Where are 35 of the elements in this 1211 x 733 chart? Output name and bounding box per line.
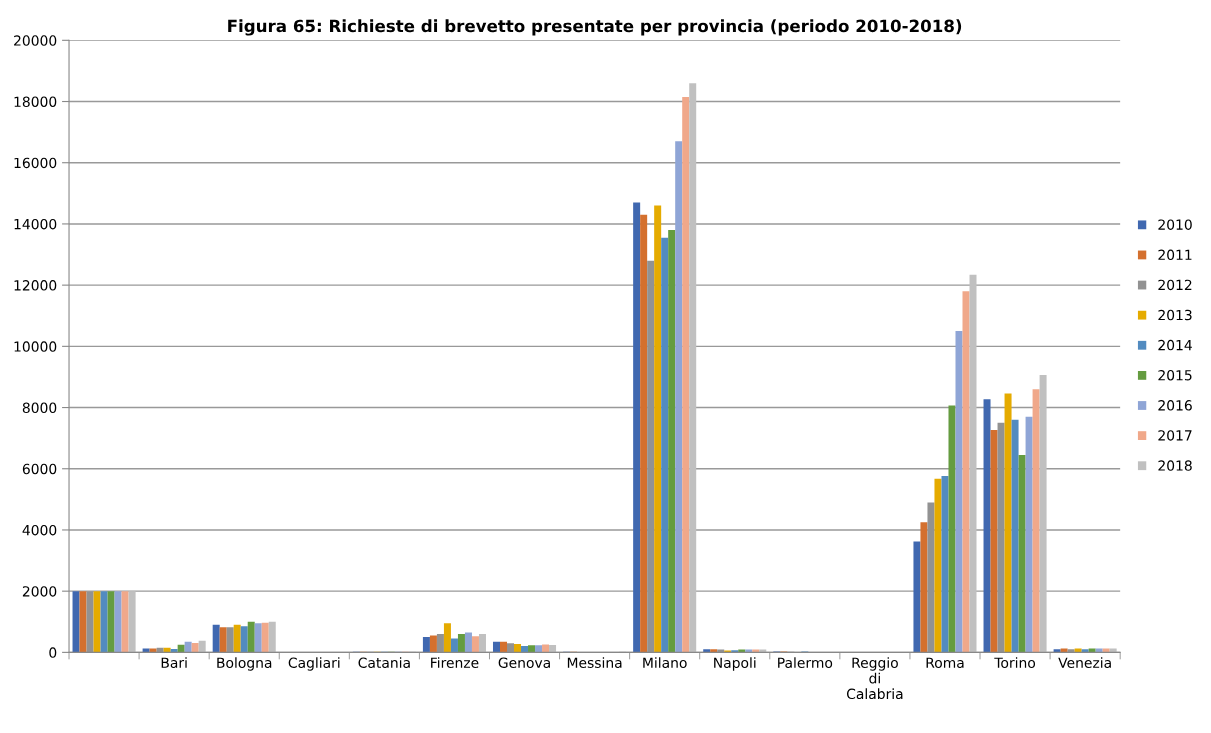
legend-label: 2010 [1158, 219, 1192, 230]
y-tick-label: 0 [49, 647, 57, 658]
legend-label: 2012 [1158, 279, 1192, 291]
x-tick-label: Bari [161, 657, 187, 668]
legend-label: 2017 [1158, 430, 1192, 441]
x-tick-label: Milano [643, 657, 687, 668]
y-tick-label: 20000 [14, 35, 57, 46]
x-tick-label: Bologna [217, 657, 272, 671]
y-tick-label: 6000 [22, 463, 57, 475]
y-tick-label: 8000 [22, 402, 57, 414]
x-tick-label: Torino [994, 657, 1036, 668]
legend-label: 2013 [1158, 309, 1192, 321]
y-tick-label: 2000 [22, 586, 57, 597]
legend-label: 2015 [1158, 369, 1192, 381]
x-tick-label: Roma [926, 657, 964, 668]
y-tick-label: 14000 [14, 218, 57, 230]
y-tick-label: 12000 [14, 280, 57, 291]
legend-label: 2011 [1158, 249, 1192, 261]
x-tick-label: Palermo [778, 657, 833, 668]
chart-title: Figura 65: Richieste di brevetto presentate per provincia (periodo 2010-2018) [228, 19, 962, 36]
x-tick-label: Catania [358, 657, 410, 668]
legend-label: 2016 [1158, 400, 1192, 411]
x-tick-label: Napoli [714, 657, 756, 671]
y-tick-label: 10000 [14, 341, 57, 352]
y-tick-label: 18000 [14, 96, 57, 107]
legend-label: 2014 [1158, 339, 1192, 351]
y-tick-label: 16000 [14, 157, 57, 169]
legend-label: 2018 [1158, 460, 1192, 471]
x-tick-label: Cagliari [288, 657, 340, 671]
y-tick-label: 4000 [22, 524, 57, 536]
x-tick-label: Reggio di Calabria [846, 657, 903, 700]
x-tick-label: Messina [567, 657, 622, 668]
x-tick-label: Genova [498, 657, 550, 668]
x-tick-label: Venezia [1058, 657, 1111, 668]
x-tick-label: Firenze [431, 657, 479, 668]
